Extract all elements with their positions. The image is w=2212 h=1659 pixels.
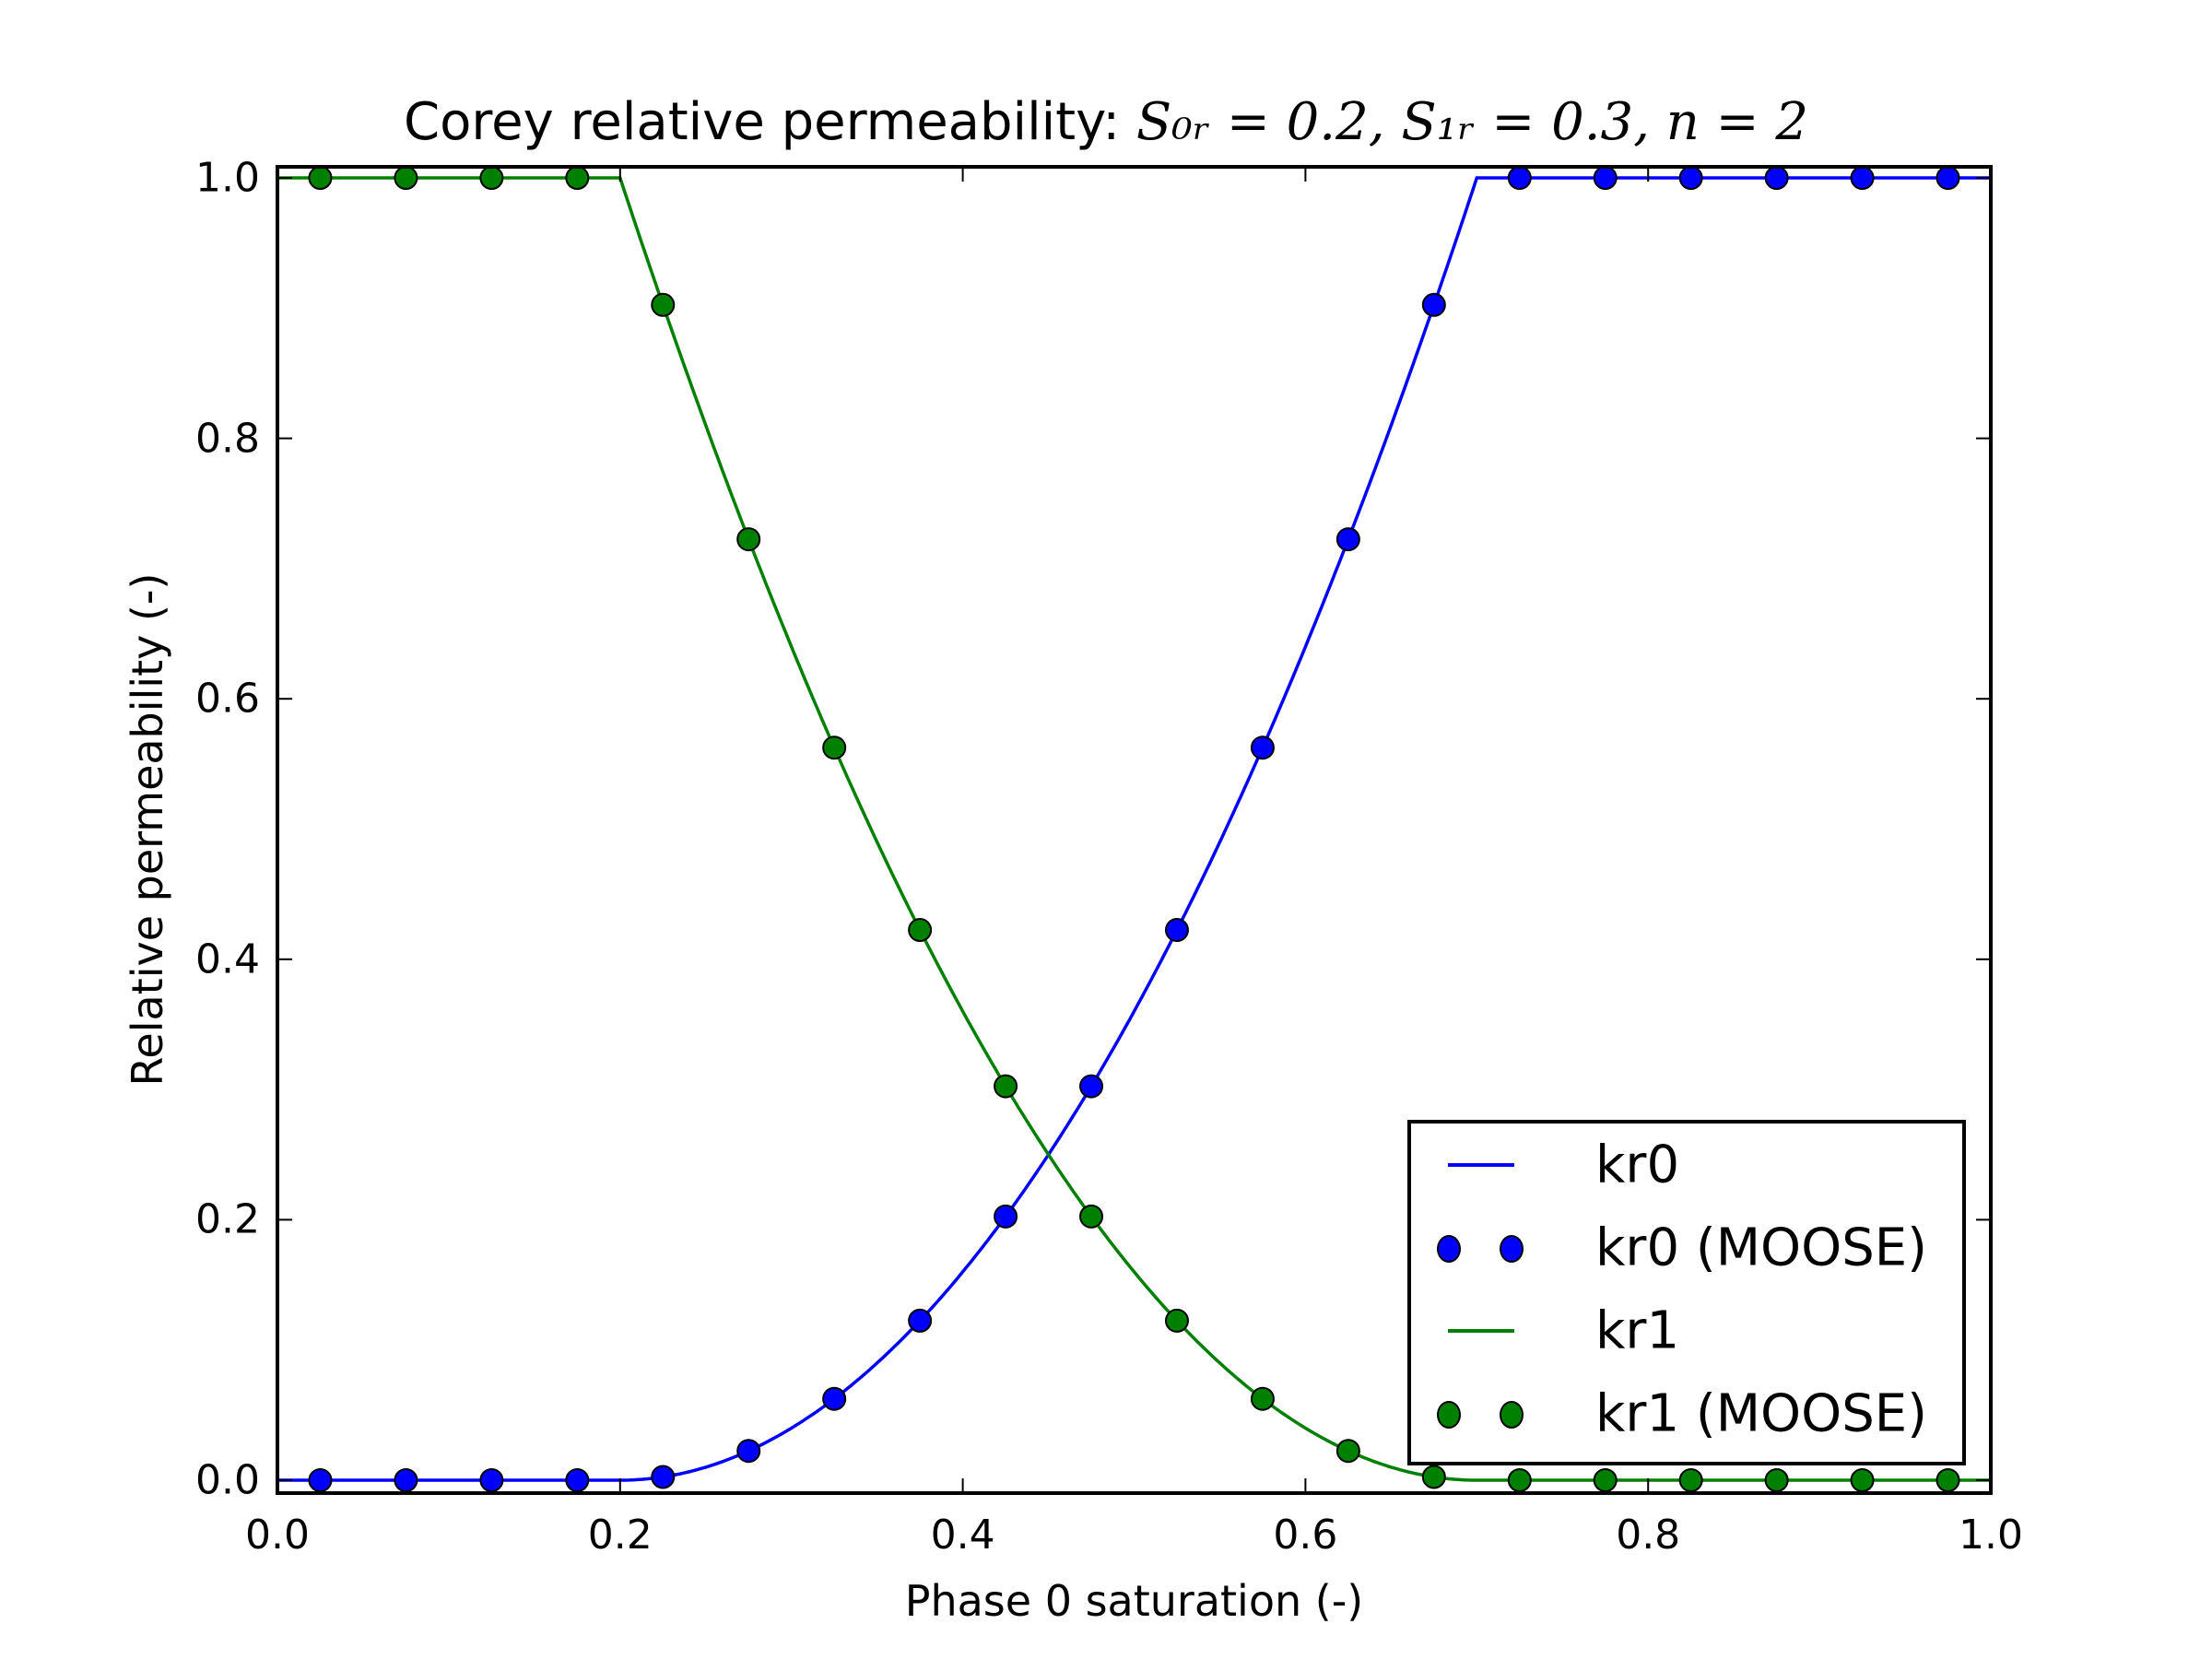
data-point-marker xyxy=(736,1439,761,1464)
data-point-marker xyxy=(651,292,676,317)
marker-swatch-icon xyxy=(1500,1235,1524,1263)
y-tick-label: 0.4 xyxy=(195,935,260,983)
data-point-marker xyxy=(1936,1468,1960,1492)
y-tick-label: 0.2 xyxy=(195,1195,260,1243)
data-point-marker xyxy=(1678,1468,1703,1492)
marker-swatch-icon xyxy=(1437,1401,1461,1429)
series-line-kr0 xyxy=(277,176,1991,1482)
chart-title: Corey relative permeability: S₀ᵣ = 0.2, … xyxy=(0,92,2212,152)
x-tick-label: 0.4 xyxy=(930,1512,995,1559)
legend-label: kr1 xyxy=(1595,1300,1680,1361)
data-point-marker xyxy=(394,166,418,190)
data-point-marker xyxy=(1850,166,1875,190)
data-point-marker xyxy=(994,1204,1018,1229)
data-point-marker xyxy=(1421,292,1446,317)
data-point-marker xyxy=(1936,166,1960,190)
legend-item-kr0-moose: kr0 (MOOSE) xyxy=(1411,1206,1962,1289)
y-tick-label: 1.0 xyxy=(195,154,260,202)
data-point-marker xyxy=(394,1468,418,1492)
x-tick-label: 0.0 xyxy=(245,1512,310,1559)
legend-label: kr0 (MOOSE) xyxy=(1595,1218,1927,1278)
data-point-marker xyxy=(1593,1468,1618,1492)
data-point-marker xyxy=(994,1074,1018,1099)
data-point-marker xyxy=(1164,918,1189,943)
chart-title-math: S₀ᵣ = 0.2, S₁ᵣ = 0.3, n = 2 xyxy=(1135,92,1808,152)
data-point-marker xyxy=(1507,166,1532,190)
data-point-marker xyxy=(1764,166,1789,190)
data-point-marker xyxy=(1079,1074,1104,1099)
x-tick-label: 0.6 xyxy=(1273,1512,1338,1559)
curves-layer xyxy=(277,176,1991,1482)
data-point-marker xyxy=(308,1468,333,1492)
x-tick-label: 0.8 xyxy=(1616,1512,1681,1559)
legend-item-kr1-moose: kr1 (MOOSE) xyxy=(1411,1372,1962,1455)
data-point-marker xyxy=(908,918,933,943)
legend: kr0 kr0 (MOOSE) kr1 kr1 (MOOSE) xyxy=(1407,1120,1966,1465)
legend-item-kr1: kr1 xyxy=(1411,1289,1962,1372)
data-point-marker xyxy=(1593,166,1618,190)
data-point-marker xyxy=(308,166,333,190)
data-point-marker xyxy=(1164,1308,1189,1333)
y-axis-label: Relative permeability (-) xyxy=(123,572,172,1087)
data-point-marker xyxy=(565,1468,590,1492)
y-tick-label: 0.0 xyxy=(195,1456,260,1504)
axes-frame xyxy=(276,165,1993,1495)
data-point-marker xyxy=(1250,1386,1275,1411)
y-tick-label: 0.6 xyxy=(195,675,260,723)
x-tick-label: 0.2 xyxy=(587,1512,653,1559)
data-point-marker xyxy=(1764,1468,1789,1492)
series-line-kr1 xyxy=(277,176,1991,1482)
data-point-marker xyxy=(651,1465,676,1489)
data-point-marker xyxy=(1507,1468,1532,1492)
legend-item-kr0: kr0 xyxy=(1411,1124,1962,1206)
x-axis-label: Phase 0 saturation (-) xyxy=(904,1576,1364,1626)
data-point-marker xyxy=(1335,1439,1360,1464)
x-tick-label: 1.0 xyxy=(1959,1512,2023,1559)
y-tick-label: 0.8 xyxy=(195,415,260,463)
data-point-marker xyxy=(1850,1468,1875,1492)
marker-swatch-icon xyxy=(1500,1401,1524,1429)
chart-title-text: Corey relative permeability: xyxy=(404,92,1136,152)
legend-label: kr0 xyxy=(1595,1135,1680,1195)
marker-swatch-icon xyxy=(1437,1235,1461,1263)
line-swatch-icon xyxy=(1448,1163,1514,1167)
legend-label: kr1 (MOOSE) xyxy=(1595,1383,1927,1444)
data-point-marker xyxy=(908,1308,933,1333)
data-point-marker xyxy=(1079,1204,1104,1229)
data-point-marker xyxy=(822,735,847,760)
data-point-marker xyxy=(565,166,590,190)
data-point-marker xyxy=(1421,1465,1446,1489)
markers-layer xyxy=(308,166,1960,1492)
data-point-marker xyxy=(822,1386,847,1411)
data-point-marker xyxy=(1250,735,1275,760)
data-point-marker xyxy=(1678,166,1703,190)
data-point-marker xyxy=(736,527,761,552)
data-point-marker xyxy=(479,1468,504,1492)
data-point-marker xyxy=(1335,527,1360,552)
line-swatch-icon xyxy=(1448,1329,1514,1333)
data-point-marker xyxy=(479,166,504,190)
